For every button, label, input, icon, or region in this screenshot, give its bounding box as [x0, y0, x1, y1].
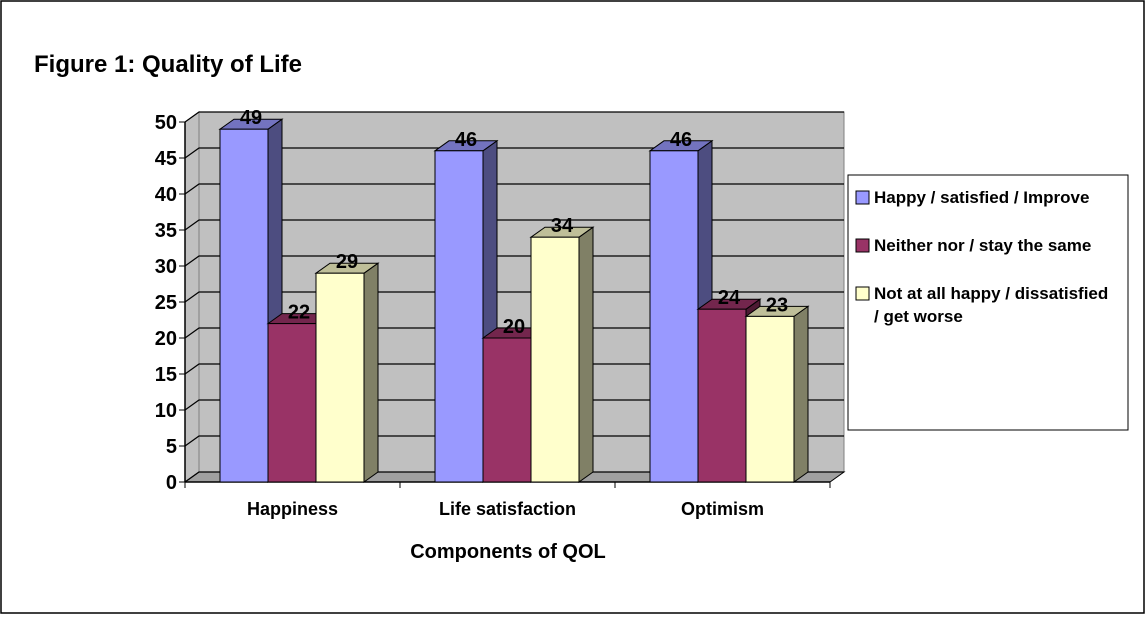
legend-swatch — [855, 190, 870, 205]
bar-front — [482, 337, 532, 483]
bar — [218, 118, 284, 483]
legend-swatch — [855, 238, 870, 253]
data-label: 23 — [766, 294, 788, 316]
grid-line — [184, 435, 844, 447]
data-label: 29 — [336, 251, 358, 273]
bar-front — [530, 236, 580, 483]
grid-line — [184, 363, 844, 375]
y-tick-label: 35 — [155, 220, 177, 242]
bar-side — [793, 305, 809, 483]
y-tick-label: 0 — [166, 472, 177, 494]
data-label: 22 — [288, 302, 310, 324]
grid-line — [184, 291, 844, 303]
y-tick-label: 5 — [166, 436, 177, 458]
bar-front — [315, 272, 365, 483]
y-tick-label: 10 — [155, 400, 177, 422]
legend-swatch — [855, 286, 870, 301]
y-tick-label: 30 — [155, 256, 177, 278]
data-label: 20 — [503, 316, 525, 338]
data-label: 24 — [718, 287, 741, 309]
x-tick-label: Optimism — [681, 499, 764, 519]
x-axis-label: Components of QOL — [410, 541, 606, 563]
grid-line — [184, 471, 844, 483]
bar — [529, 226, 595, 483]
legend-label: Not at all happy / dissatisfied / get wor… — [874, 284, 1108, 326]
grid-line — [184, 255, 844, 267]
x-tick-label: Happiness — [247, 499, 338, 519]
grid-line — [184, 111, 844, 123]
bar — [314, 262, 380, 483]
bar-front — [267, 323, 317, 483]
bar-front — [219, 128, 269, 483]
legend-box — [847, 174, 1129, 431]
y-tick-label: 20 — [155, 328, 177, 350]
legend-label: Neither nor / stay the same — [874, 236, 1091, 255]
grid-line — [184, 183, 844, 195]
grid-line — [184, 327, 844, 339]
bar-side — [578, 226, 594, 483]
grid-line — [184, 219, 844, 231]
chart-title: Figure 1: Quality of Life — [34, 51, 302, 78]
bar-front — [649, 150, 699, 483]
y-tick-label: 50 — [155, 112, 177, 134]
y-tick-label: 15 — [155, 364, 177, 386]
bar-side — [363, 262, 379, 483]
bar-front — [745, 315, 795, 483]
bar — [648, 139, 714, 483]
y-tick-label: 40 — [155, 184, 177, 206]
grid-line — [184, 147, 844, 159]
x-tick-label: Life satisfaction — [439, 499, 576, 519]
data-label: 49 — [240, 107, 262, 129]
y-tick-label: 45 — [155, 148, 177, 170]
bar-front — [697, 308, 747, 483]
legend-label: Happy / satisfied / Improve — [874, 188, 1089, 207]
data-label: 34 — [551, 215, 574, 237]
bar-front — [434, 150, 484, 483]
data-label: 46 — [455, 129, 477, 151]
y-tick-label: 25 — [155, 292, 177, 314]
bar — [744, 305, 810, 483]
grid-line — [184, 399, 844, 411]
data-label: 46 — [670, 129, 692, 151]
